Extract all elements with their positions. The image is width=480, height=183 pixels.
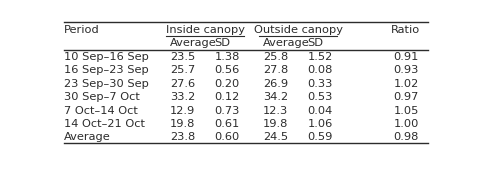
Text: 23.5: 23.5 (170, 52, 195, 62)
Text: 7 Oct–14 Oct: 7 Oct–14 Oct (64, 106, 138, 115)
Text: 0.12: 0.12 (215, 92, 240, 102)
Text: 1.38: 1.38 (215, 52, 240, 62)
Text: 1.05: 1.05 (393, 106, 419, 115)
Text: 0.93: 0.93 (393, 65, 419, 75)
Text: 23 Sep–30 Sep: 23 Sep–30 Sep (64, 79, 149, 89)
Text: 1.00: 1.00 (393, 119, 419, 129)
Text: 34.2: 34.2 (263, 92, 288, 102)
Text: Average: Average (263, 38, 310, 48)
Text: 0.59: 0.59 (307, 132, 333, 142)
Text: 1.52: 1.52 (307, 52, 333, 62)
Text: 10 Sep–16 Sep: 10 Sep–16 Sep (64, 52, 149, 62)
Text: SD: SD (307, 38, 324, 48)
Text: 19.8: 19.8 (263, 119, 288, 129)
Text: 0.60: 0.60 (215, 132, 240, 142)
Text: 0.61: 0.61 (215, 119, 240, 129)
Text: 33.2: 33.2 (170, 92, 195, 102)
Text: 0.98: 0.98 (393, 132, 419, 142)
Text: 14 Oct–21 Oct: 14 Oct–21 Oct (64, 119, 145, 129)
Text: SD: SD (215, 38, 230, 48)
Text: Inside canopy: Inside canopy (166, 25, 245, 35)
Text: 26.9: 26.9 (263, 79, 288, 89)
Text: 16 Sep–23 Sep: 16 Sep–23 Sep (64, 65, 148, 75)
Text: 30 Sep–7 Oct: 30 Sep–7 Oct (64, 92, 140, 102)
Text: 27.8: 27.8 (263, 65, 288, 75)
Text: 12.9: 12.9 (170, 106, 195, 115)
Text: 25.8: 25.8 (263, 52, 288, 62)
Text: Ratio: Ratio (391, 25, 420, 35)
Text: 1.02: 1.02 (393, 79, 419, 89)
Text: 25.7: 25.7 (170, 65, 195, 75)
Text: 23.8: 23.8 (170, 132, 195, 142)
Text: 0.33: 0.33 (307, 79, 333, 89)
Text: 19.8: 19.8 (170, 119, 195, 129)
Text: Average: Average (170, 38, 216, 48)
Text: 0.53: 0.53 (307, 92, 333, 102)
Text: Average: Average (64, 132, 110, 142)
Text: Outside canopy: Outside canopy (253, 25, 343, 35)
Text: 0.20: 0.20 (215, 79, 240, 89)
Text: Period: Period (64, 25, 99, 35)
Text: 1.06: 1.06 (307, 119, 333, 129)
Text: 12.3: 12.3 (263, 106, 288, 115)
Text: 24.5: 24.5 (263, 132, 288, 142)
Text: 0.04: 0.04 (307, 106, 333, 115)
Text: 0.73: 0.73 (215, 106, 240, 115)
Text: 0.56: 0.56 (215, 65, 240, 75)
Text: 0.91: 0.91 (393, 52, 419, 62)
Text: 0.08: 0.08 (307, 65, 333, 75)
Text: 27.6: 27.6 (170, 79, 195, 89)
Text: 0.97: 0.97 (393, 92, 419, 102)
